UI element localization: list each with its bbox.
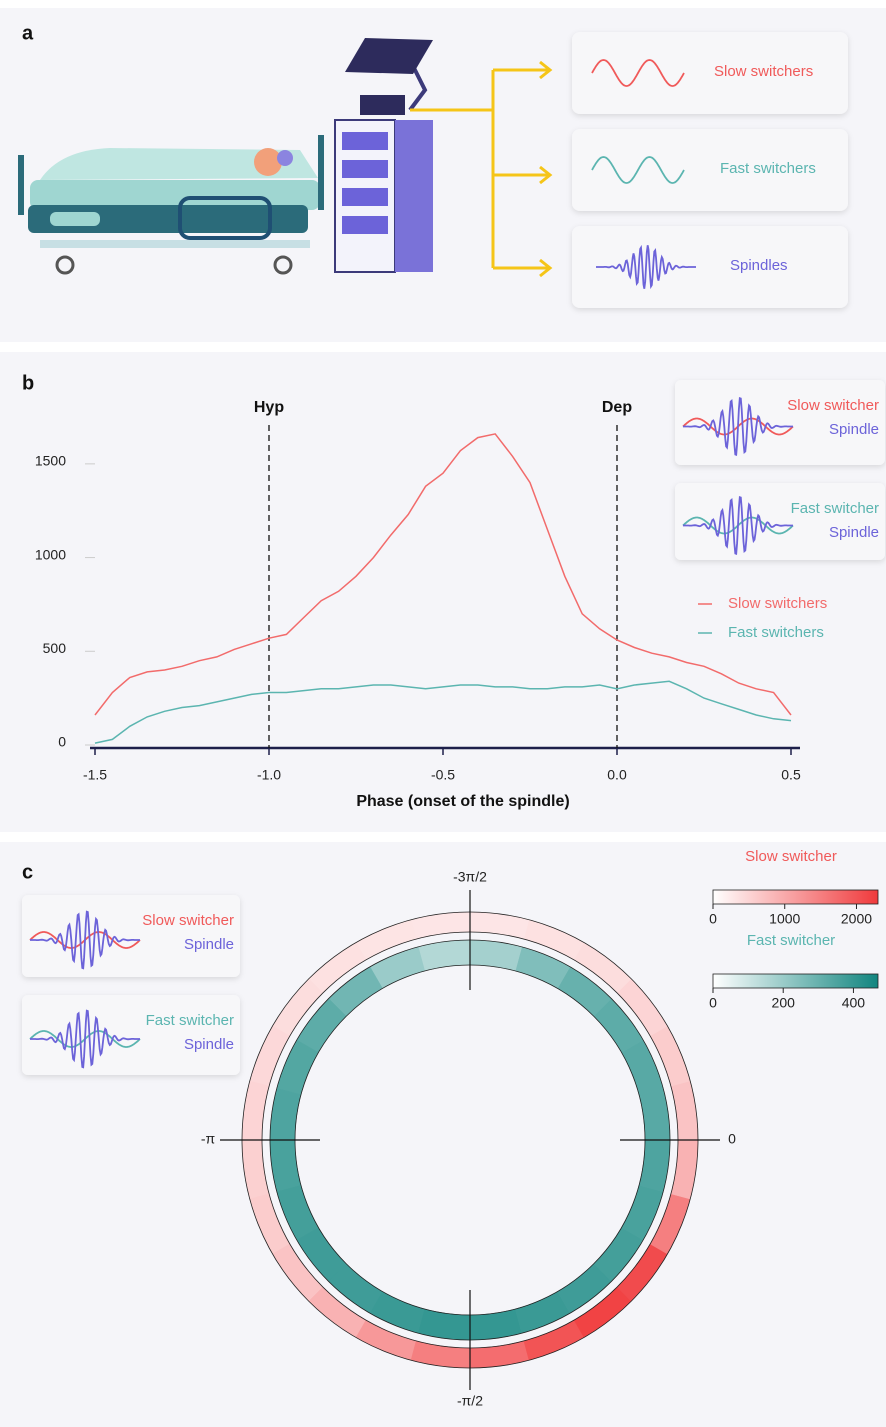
panel-label: a — [22, 22, 34, 44]
x-axis-label: Phase (onset of the spindle) — [356, 793, 569, 810]
inset-label: Spindle — [829, 524, 879, 541]
inset-label: Fast switcher — [146, 1012, 234, 1029]
colorbar — [713, 890, 878, 904]
theta-tick-label: -π/2 — [457, 1393, 483, 1409]
figure: Slow switchers Fast switchers Spindles a b… — [0, 0, 886, 1427]
theta-tick-label: 0 — [728, 1131, 736, 1147]
colorbar-tick-label: 0 — [709, 995, 717, 1011]
panel-label: c — [22, 861, 33, 883]
output-label: Slow switchers — [714, 63, 813, 80]
inset-label: Spindle — [184, 1036, 234, 1053]
panel-label: b — [22, 372, 34, 394]
colorbar-tick-label: 1000 — [769, 911, 800, 927]
x-tick-label: -0.5 — [431, 767, 455, 783]
y-tick-label: 1000 — [35, 546, 66, 562]
x-tick-label: -1.0 — [257, 767, 281, 783]
output-cards: Slow switchers Fast switchers Spindles — [572, 32, 848, 308]
output-label: Spindles — [730, 257, 788, 274]
colorbar-title: Fast switcher — [747, 932, 835, 949]
theta-tick-label: -π — [201, 1131, 216, 1147]
theta-tick-label: -3π/2 — [453, 869, 487, 885]
y-tick-label: 1500 — [35, 453, 66, 469]
colorbar — [713, 974, 878, 988]
inset-label: Fast switcher — [791, 500, 879, 517]
legend-label: Fast switchers — [728, 624, 824, 641]
colorbar-tick-label: 2000 — [841, 911, 872, 927]
inset-label: Slow switcher — [142, 912, 234, 929]
output-label: Fast switchers — [720, 160, 816, 177]
colorbar-title: Slow switcher — [745, 848, 837, 865]
inset-label: Spindle — [184, 936, 234, 953]
y-tick-label: 500 — [43, 640, 67, 656]
x-tick-label: -1.5 — [83, 767, 107, 783]
colorbar-tick-label: 400 — [842, 995, 866, 1011]
legend-label: Slow switchers — [728, 595, 827, 612]
inset-label: Slow switcher — [787, 397, 879, 414]
page: {"panel_a": {"label": "a", "outputs": [ … — [0, 0, 886, 1427]
annotation-label: Dep — [602, 399, 632, 416]
annotation-label: Hyp — [254, 399, 284, 416]
inset-label: Spindle — [829, 421, 879, 438]
x-tick-label: 0.5 — [781, 767, 801, 783]
colorbar-tick-label: 200 — [772, 995, 796, 1011]
x-tick-label: 0.0 — [607, 767, 627, 783]
y-tick-label: 0 — [58, 734, 66, 750]
colorbar-tick-label: 0 — [709, 911, 717, 927]
